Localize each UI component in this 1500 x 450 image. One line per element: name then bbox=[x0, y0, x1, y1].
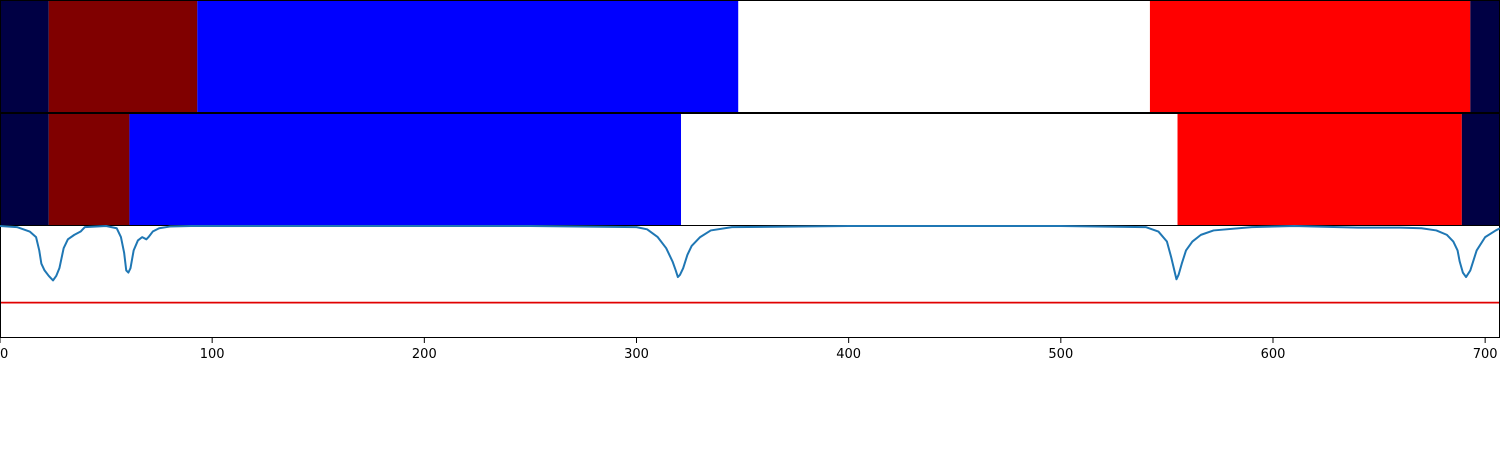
x-tick-label: 0 bbox=[0, 347, 8, 362]
segment-track-2 bbox=[0, 113, 1500, 225]
segment-2-6 bbox=[1461, 113, 1500, 225]
x-tick-label: 200 bbox=[412, 347, 437, 362]
score-curve bbox=[0, 225, 1500, 282]
x-tick-label: 100 bbox=[200, 347, 225, 362]
segment-1-3 bbox=[197, 0, 739, 112]
segment-1-4 bbox=[738, 0, 1150, 112]
x-tick-label: 500 bbox=[1048, 347, 1073, 362]
segment-2-5 bbox=[1177, 113, 1462, 225]
x-tick-label: 300 bbox=[624, 347, 649, 362]
segment-1-5 bbox=[1149, 0, 1471, 112]
segment-1-1 bbox=[0, 0, 49, 112]
segment-2-1 bbox=[0, 113, 49, 225]
x-tick-label: 600 bbox=[1261, 347, 1286, 362]
x-axis: 0 100 200 300 400 500 600 700 bbox=[0, 338, 1498, 362]
segment-track-1 bbox=[0, 0, 1500, 112]
x-tick-label: 700 bbox=[1473, 347, 1498, 362]
x-tick-label: 400 bbox=[836, 347, 861, 362]
segment-2-4 bbox=[681, 113, 1178, 225]
segment-1-2 bbox=[48, 0, 198, 112]
segment-2-3 bbox=[129, 113, 682, 225]
curve-panel-frame bbox=[0, 225, 1500, 338]
boundary-score-panel bbox=[0, 225, 1500, 338]
segment-2-2 bbox=[48, 113, 130, 225]
segment-1-6 bbox=[1470, 0, 1500, 112]
